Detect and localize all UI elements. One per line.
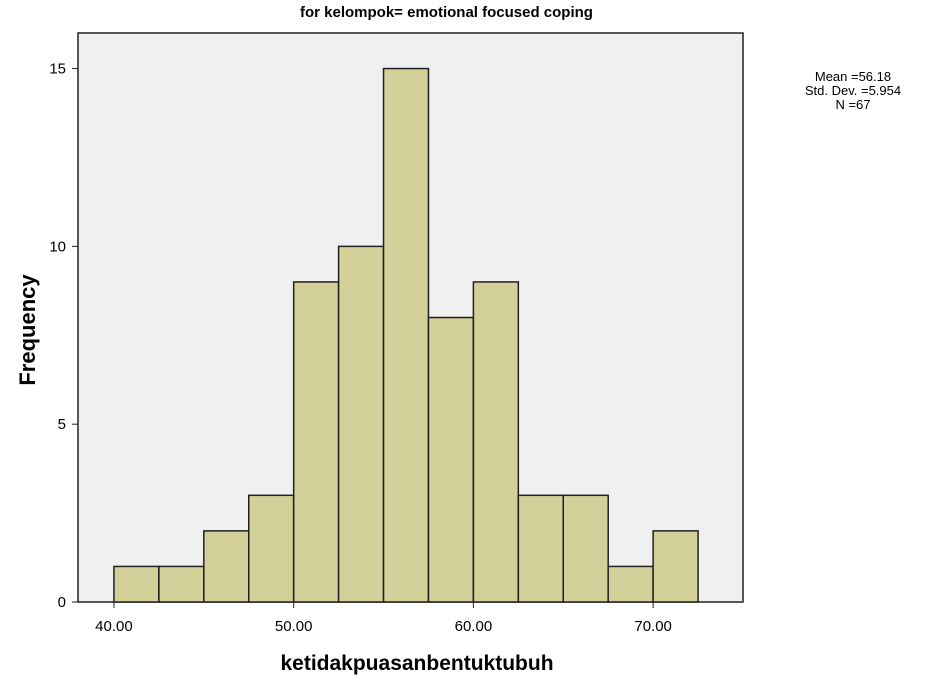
x-tick-label: 60.00: [455, 618, 493, 635]
histogram-bar: [653, 531, 698, 602]
y-tick-label: 0: [58, 594, 66, 611]
histogram-bar: [204, 531, 249, 602]
x-tick-label: 40.00: [95, 618, 133, 635]
y-tick-label: 15: [49, 61, 66, 78]
histogram-bar: [608, 566, 653, 602]
x-axis: 40.00 50.00 60.00 70.00: [95, 602, 672, 635]
x-axis-label: ketidakpuasanbentuktubuh: [0, 652, 744, 676]
histogram-bar: [249, 495, 294, 602]
histogram-bar: [473, 282, 518, 602]
stat-mean: Mean =56.18: [778, 70, 928, 84]
histogram-bar: [114, 566, 159, 602]
y-axis-label: Frequency: [15, 230, 41, 430]
stat-std-dev: Std. Dev. =5.954: [778, 84, 928, 98]
histogram-bar: [428, 318, 473, 603]
x-tick-label: 50.00: [275, 618, 313, 635]
x-tick-label: 70.00: [634, 618, 672, 635]
histogram-bar: [339, 246, 384, 602]
histogram-bar: [294, 282, 339, 602]
histogram-bar: [159, 566, 204, 602]
stats-box: Mean =56.18 Std. Dev. =5.954 N =67: [778, 70, 928, 112]
y-axis: 0 5 10 15: [49, 61, 78, 611]
histogram-bar: [384, 69, 429, 602]
stat-n: N =67: [778, 98, 928, 112]
histogram-bar: [563, 495, 608, 602]
y-tick-label: 10: [49, 238, 66, 255]
histogram-bar: [518, 495, 563, 602]
y-tick-label: 5: [58, 416, 66, 433]
